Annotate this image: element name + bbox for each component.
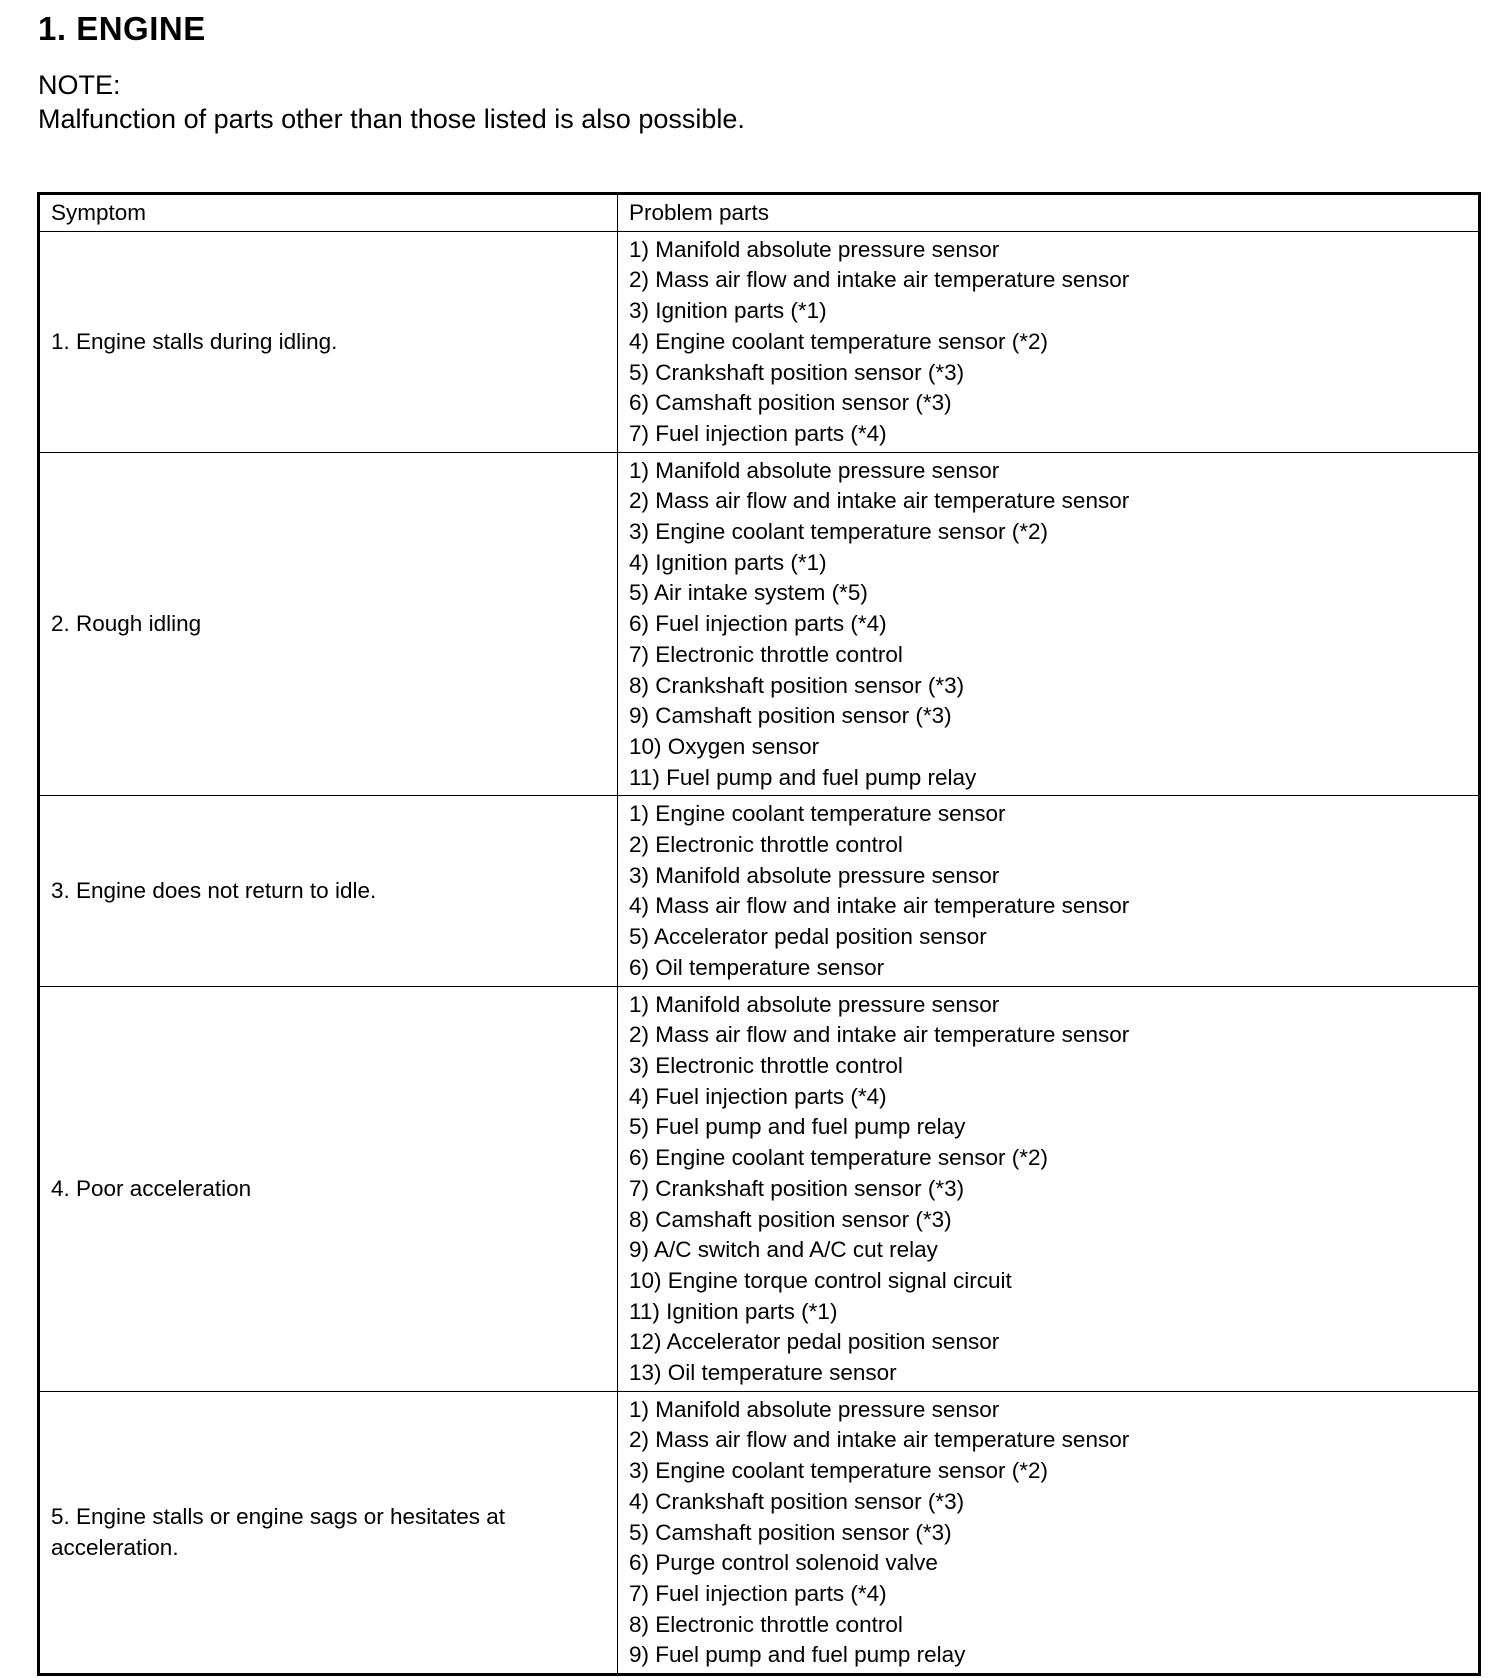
problem-part-item: 9) A/C switch and A/C cut relay [629, 1237, 938, 1263]
symptom-cell: 2. Rough idling [38, 451, 618, 797]
table-row: 5. Engine stalls or engine sags or hesit… [38, 1390, 1480, 1676]
problem-part-item: 11) Ignition parts (*1) [629, 1298, 838, 1324]
problem-part-item: 2) Mass air flow and intake air temperat… [629, 1427, 1130, 1453]
problem-parts-cell: 1) Manifold absolute pressure sensor 2) M… [617, 985, 1480, 1392]
problem-part-item: 1) Manifold absolute pressure sensor [629, 236, 1000, 262]
problem-part-item: 8) Camshaft position sensor (*3) [629, 1206, 952, 1232]
problem-part-item: 3) Engine coolant temperature sensor (*2… [629, 519, 1048, 545]
table-row: 4. Poor acceleration 1) Manifold absolute… [38, 985, 1480, 1392]
problem-parts-cell: 1) Engine coolant temperature sensor 2) E… [617, 795, 1480, 987]
symptom-cell: 4. Poor acceleration [38, 985, 618, 1392]
problem-part-item: 1) Manifold absolute pressure sensor [629, 991, 1000, 1017]
problem-part-item: 1) Manifold absolute pressure sensor [629, 457, 1000, 483]
problem-part-item: 1) Manifold absolute pressure sensor [629, 1396, 1000, 1422]
problem-part-item: 7) Fuel injection parts (*4) [629, 1580, 887, 1606]
problem-part-item: 4) Crankshaft position sensor (*3) [629, 1488, 965, 1514]
problem-part-item: 10) Engine torque control signal circuit [629, 1267, 1012, 1293]
problem-part-item: 4) Engine coolant temperature sensor (*2… [629, 328, 1048, 354]
note-label: NOTE: [38, 70, 121, 100]
problem-part-item: 5) Crankshaft position sensor (*3) [629, 359, 965, 385]
problem-parts-cell: 1) Manifold absolute pressure sensor 2) M… [617, 1390, 1480, 1676]
problem-part-item: 4) Fuel injection parts (*4) [629, 1083, 887, 1109]
symptom-cell: 1. Engine stalls during idling. [38, 230, 618, 453]
problem-part-item: 1) Engine coolant temperature sensor [629, 801, 1006, 827]
header-problem-parts: Problem parts [617, 193, 1480, 232]
problem-part-item: 9) Camshaft position sensor (*3) [629, 703, 952, 729]
problem-part-item: 2) Electronic throttle control [629, 832, 903, 858]
symptom-cell: 3. Engine does not return to idle. [38, 795, 618, 987]
problem-part-item: 3) Engine coolant temperature sensor (*2… [629, 1458, 1048, 1484]
problem-part-item: 6) Camshaft position sensor (*3) [629, 390, 952, 416]
problem-part-item: 6) Engine coolant temperature sensor (*2… [629, 1145, 1048, 1171]
problem-part-item: 6) Fuel injection parts (*4) [629, 611, 887, 637]
problem-part-item: 5) Accelerator pedal position sensor [629, 924, 987, 950]
table-row: 3. Engine does not return to idle. 1) Eng… [38, 795, 1480, 987]
symptom-cell: 5. Engine stalls or engine sags or hesit… [38, 1390, 618, 1676]
problem-parts-cell: 1) Manifold absolute pressure sensor 2) M… [617, 451, 1480, 797]
problem-part-item: 3) Ignition parts (*1) [629, 298, 827, 324]
problem-part-item: 12) Accelerator pedal position sensor [629, 1329, 1000, 1355]
problem-part-item: 11) Fuel pump and fuel pump relay [629, 764, 977, 790]
problem-part-item: 2) Mass air flow and intake air temperat… [629, 267, 1130, 293]
problem-part-item: 5) Fuel pump and fuel pump relay [629, 1114, 966, 1140]
problem-part-item: 13) Oil temperature sensor [629, 1360, 897, 1386]
problem-part-item: 7) Crankshaft position sensor (*3) [629, 1175, 965, 1201]
problem-part-item: 6) Purge control solenoid valve [629, 1550, 938, 1576]
problem-part-item: 8) Crankshaft position sensor (*3) [629, 672, 965, 698]
problem-part-item: 6) Oil temperature sensor [629, 954, 885, 980]
symptom-table: Symptom Problem parts 1. Engine stalls d… [37, 192, 1481, 1677]
problem-part-item: 9) Fuel pump and fuel pump relay [629, 1642, 966, 1668]
table-row: 2. Rough idling 1) Manifold absolute pres… [38, 451, 1480, 797]
table-header-row: Symptom Problem parts [38, 193, 1480, 232]
problem-part-item: 10) Oxygen sensor [629, 733, 820, 759]
problem-part-item: 3) Electronic throttle control [629, 1052, 903, 1078]
problem-part-item: 2) Mass air flow and intake air temperat… [629, 488, 1130, 514]
problem-part-item: 4) Ignition parts (*1) [629, 549, 827, 575]
header-symptom: Symptom [38, 193, 618, 232]
table-row: 1. Engine stalls during idling. 1) Manifo… [38, 230, 1480, 453]
problem-part-item: 3) Manifold absolute pressure sensor [629, 862, 1000, 888]
note: NOTE: Malfunction of parts other than th… [38, 68, 745, 136]
problem-part-item: 5) Camshaft position sensor (*3) [629, 1519, 952, 1545]
problem-part-item: 7) Electronic throttle control [629, 641, 903, 667]
problem-part-item: 5) Air intake system (*5) [629, 580, 868, 606]
problem-part-item: 4) Mass air flow and intake air temperat… [629, 893, 1130, 919]
note-text: Malfunction of parts other than those li… [38, 104, 745, 134]
section-title: 1. ENGINE [38, 10, 206, 47]
problem-part-item: 2) Mass air flow and intake air temperat… [629, 1022, 1130, 1048]
problem-part-item: 8) Electronic throttle control [629, 1611, 903, 1637]
problem-parts-cell: 1) Manifold absolute pressure sensor 2) M… [617, 230, 1480, 453]
problem-part-item: 7) Fuel injection parts (*4) [629, 420, 887, 446]
